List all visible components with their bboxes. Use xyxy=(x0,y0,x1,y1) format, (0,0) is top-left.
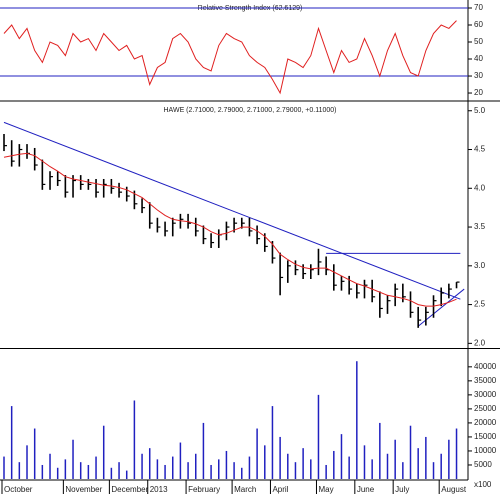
y-tick-label: 20 xyxy=(474,88,483,97)
y-tick-label: 40000 xyxy=(474,362,497,371)
y-tick-label: 50 xyxy=(474,37,483,46)
y-tick-label: 70 xyxy=(474,3,483,12)
y-tick-label: 20000 xyxy=(474,418,497,427)
y-tick-label: 3.5 xyxy=(474,222,486,231)
panel-title: HAWE (2.71000, 2.79000, 2.71000, 2.79000… xyxy=(164,107,337,114)
rsi-line xyxy=(3,20,457,95)
y-tick-label: 5000 xyxy=(474,460,492,469)
x-tick-label: March xyxy=(234,485,256,494)
moving-average xyxy=(3,152,457,307)
x-tick-label: May xyxy=(318,485,333,494)
y-tick-label: 3.0 xyxy=(474,261,486,270)
y-tick-label: 60 xyxy=(474,20,483,29)
y-tick-label: 10000 xyxy=(474,446,497,455)
x-tick-label: November xyxy=(65,485,102,494)
x-tick-label: October xyxy=(4,485,33,494)
y-tick-label: 30 xyxy=(474,71,483,80)
y-tick-label: 30000 xyxy=(474,390,497,399)
y-tick-label: 4.5 xyxy=(474,145,486,154)
y-tick-label: 35000 xyxy=(474,376,497,385)
x-tick-label: July xyxy=(395,485,409,494)
x-tick-label: June xyxy=(357,485,375,494)
y-tick-label: 25000 xyxy=(474,404,497,413)
trend-line xyxy=(3,121,461,300)
y-tick-label: 15000 xyxy=(474,432,497,441)
y-tick-label: 5.0 xyxy=(474,106,486,115)
y-tick-label: 40 xyxy=(474,54,483,63)
x-tick-label: 2013 xyxy=(150,485,168,494)
x-tick-label: August xyxy=(441,485,467,494)
y-tick-label: 2.0 xyxy=(474,338,486,347)
x-tick-label: February xyxy=(188,485,220,494)
y-tick-label: 2.5 xyxy=(474,300,486,309)
unit-label: x100 xyxy=(474,480,492,489)
x-tick-label: April xyxy=(272,485,288,494)
y-tick-label: 4.0 xyxy=(474,183,486,192)
x-tick-label: December xyxy=(111,485,148,494)
